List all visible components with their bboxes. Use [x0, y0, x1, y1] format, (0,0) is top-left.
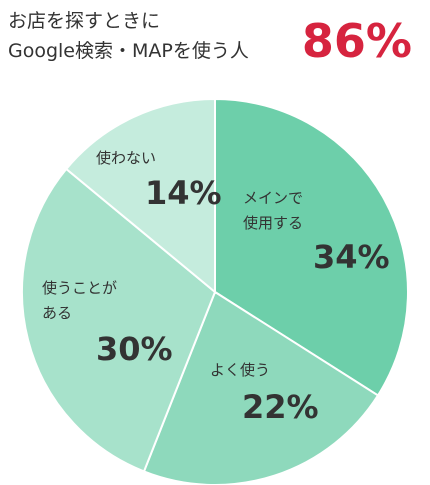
- highlight-value: 86%: [301, 14, 412, 68]
- category-label: メインで 使用する: [243, 189, 304, 232]
- category-label: 使わない: [96, 149, 157, 167]
- pie-slice: [214, 97, 409, 397]
- value-label: 34%: [313, 238, 390, 276]
- chart-title: お店を探すときに Google検索・MAPを使う人: [8, 10, 249, 62]
- value-label: 30%: [96, 330, 173, 368]
- pie-slice: [142, 290, 380, 485]
- category-label: 使うことが ある: [42, 279, 118, 322]
- category-label: よく使う: [210, 361, 271, 379]
- pie-slice: [21, 167, 217, 473]
- value-label: 22%: [242, 388, 319, 426]
- pie-slice: [64, 97, 216, 295]
- value-label: 14%: [145, 174, 222, 212]
